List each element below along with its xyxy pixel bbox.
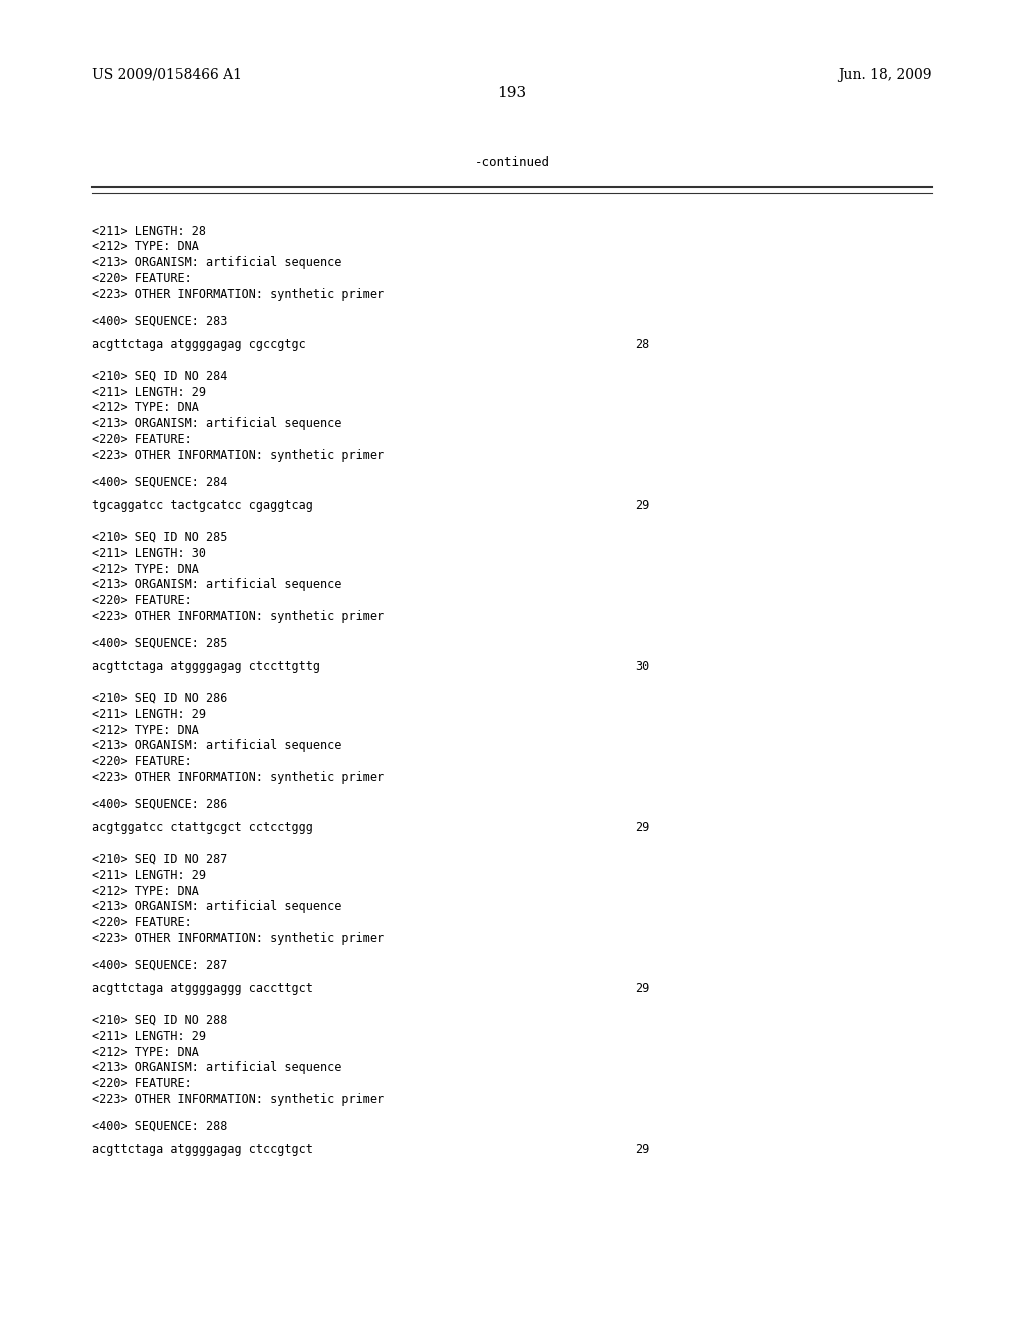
Text: <223> OTHER INFORMATION: synthetic primer: <223> OTHER INFORMATION: synthetic prime… xyxy=(92,610,384,623)
Text: <210> SEQ ID NO 287: <210> SEQ ID NO 287 xyxy=(92,853,227,866)
Text: acgttctaga atggggagag ctccgtgct: acgttctaga atggggagag ctccgtgct xyxy=(92,1143,313,1156)
Text: 28: 28 xyxy=(635,338,649,351)
Text: <400> SEQUENCE: 287: <400> SEQUENCE: 287 xyxy=(92,958,227,972)
Text: <210> SEQ ID NO 285: <210> SEQ ID NO 285 xyxy=(92,531,227,544)
Text: <213> ORGANISM: artificial sequence: <213> ORGANISM: artificial sequence xyxy=(92,256,342,269)
Text: <211> LENGTH: 28: <211> LENGTH: 28 xyxy=(92,224,206,238)
Text: <400> SEQUENCE: 284: <400> SEQUENCE: 284 xyxy=(92,475,227,488)
Text: <220> FEATURE:: <220> FEATURE: xyxy=(92,272,191,285)
Text: <213> ORGANISM: artificial sequence: <213> ORGANISM: artificial sequence xyxy=(92,578,342,591)
Text: <213> ORGANISM: artificial sequence: <213> ORGANISM: artificial sequence xyxy=(92,900,342,913)
Text: <223> OTHER INFORMATION: synthetic primer: <223> OTHER INFORMATION: synthetic prime… xyxy=(92,449,384,462)
Text: <220> FEATURE:: <220> FEATURE: xyxy=(92,594,191,607)
Text: <211> LENGTH: 29: <211> LENGTH: 29 xyxy=(92,1030,206,1043)
Text: 29: 29 xyxy=(635,1143,649,1156)
Text: acgttctaga atggggagag cgccgtgc: acgttctaga atggggagag cgccgtgc xyxy=(92,338,306,351)
Text: <213> ORGANISM: artificial sequence: <213> ORGANISM: artificial sequence xyxy=(92,739,342,752)
Text: <220> FEATURE:: <220> FEATURE: xyxy=(92,1077,191,1090)
Text: <211> LENGTH: 29: <211> LENGTH: 29 xyxy=(92,385,206,399)
Text: Jun. 18, 2009: Jun. 18, 2009 xyxy=(839,67,932,82)
Text: <223> OTHER INFORMATION: synthetic primer: <223> OTHER INFORMATION: synthetic prime… xyxy=(92,288,384,301)
Text: <223> OTHER INFORMATION: synthetic primer: <223> OTHER INFORMATION: synthetic prime… xyxy=(92,932,384,945)
Text: acgtggatcc ctattgcgct cctcctggg: acgtggatcc ctattgcgct cctcctggg xyxy=(92,821,313,834)
Text: 29: 29 xyxy=(635,982,649,995)
Text: <211> LENGTH: 29: <211> LENGTH: 29 xyxy=(92,869,206,882)
Text: <211> LENGTH: 30: <211> LENGTH: 30 xyxy=(92,546,206,560)
Text: <223> OTHER INFORMATION: synthetic primer: <223> OTHER INFORMATION: synthetic prime… xyxy=(92,771,384,784)
Text: <400> SEQUENCE: 286: <400> SEQUENCE: 286 xyxy=(92,797,227,810)
Text: acgttctaga atggggaggg caccttgct: acgttctaga atggggaggg caccttgct xyxy=(92,982,313,995)
Text: <220> FEATURE:: <220> FEATURE: xyxy=(92,916,191,929)
Text: <220> FEATURE:: <220> FEATURE: xyxy=(92,755,191,768)
Text: <211> LENGTH: 29: <211> LENGTH: 29 xyxy=(92,708,206,721)
Text: <212> TYPE: DNA: <212> TYPE: DNA xyxy=(92,562,199,576)
Text: <212> TYPE: DNA: <212> TYPE: DNA xyxy=(92,1045,199,1059)
Text: -continued: -continued xyxy=(474,156,550,169)
Text: acgttctaga atggggagag ctccttgttg: acgttctaga atggggagag ctccttgttg xyxy=(92,660,321,673)
Text: <213> ORGANISM: artificial sequence: <213> ORGANISM: artificial sequence xyxy=(92,417,342,430)
Text: 193: 193 xyxy=(498,86,526,100)
Text: <210> SEQ ID NO 286: <210> SEQ ID NO 286 xyxy=(92,692,227,705)
Text: <210> SEQ ID NO 288: <210> SEQ ID NO 288 xyxy=(92,1014,227,1027)
Text: <400> SEQUENCE: 288: <400> SEQUENCE: 288 xyxy=(92,1119,227,1133)
Text: 30: 30 xyxy=(635,660,649,673)
Text: US 2009/0158466 A1: US 2009/0158466 A1 xyxy=(92,67,242,82)
Text: <220> FEATURE:: <220> FEATURE: xyxy=(92,433,191,446)
Text: 29: 29 xyxy=(635,821,649,834)
Text: 29: 29 xyxy=(635,499,649,512)
Text: tgcaggatcc tactgcatcc cgaggtcag: tgcaggatcc tactgcatcc cgaggtcag xyxy=(92,499,313,512)
Text: <223> OTHER INFORMATION: synthetic primer: <223> OTHER INFORMATION: synthetic prime… xyxy=(92,1093,384,1106)
Text: <400> SEQUENCE: 285: <400> SEQUENCE: 285 xyxy=(92,636,227,649)
Text: <212> TYPE: DNA: <212> TYPE: DNA xyxy=(92,401,199,414)
Text: <213> ORGANISM: artificial sequence: <213> ORGANISM: artificial sequence xyxy=(92,1061,342,1074)
Text: <400> SEQUENCE: 283: <400> SEQUENCE: 283 xyxy=(92,314,227,327)
Text: <212> TYPE: DNA: <212> TYPE: DNA xyxy=(92,884,199,898)
Text: <212> TYPE: DNA: <212> TYPE: DNA xyxy=(92,723,199,737)
Text: <212> TYPE: DNA: <212> TYPE: DNA xyxy=(92,240,199,253)
Text: <210> SEQ ID NO 284: <210> SEQ ID NO 284 xyxy=(92,370,227,383)
